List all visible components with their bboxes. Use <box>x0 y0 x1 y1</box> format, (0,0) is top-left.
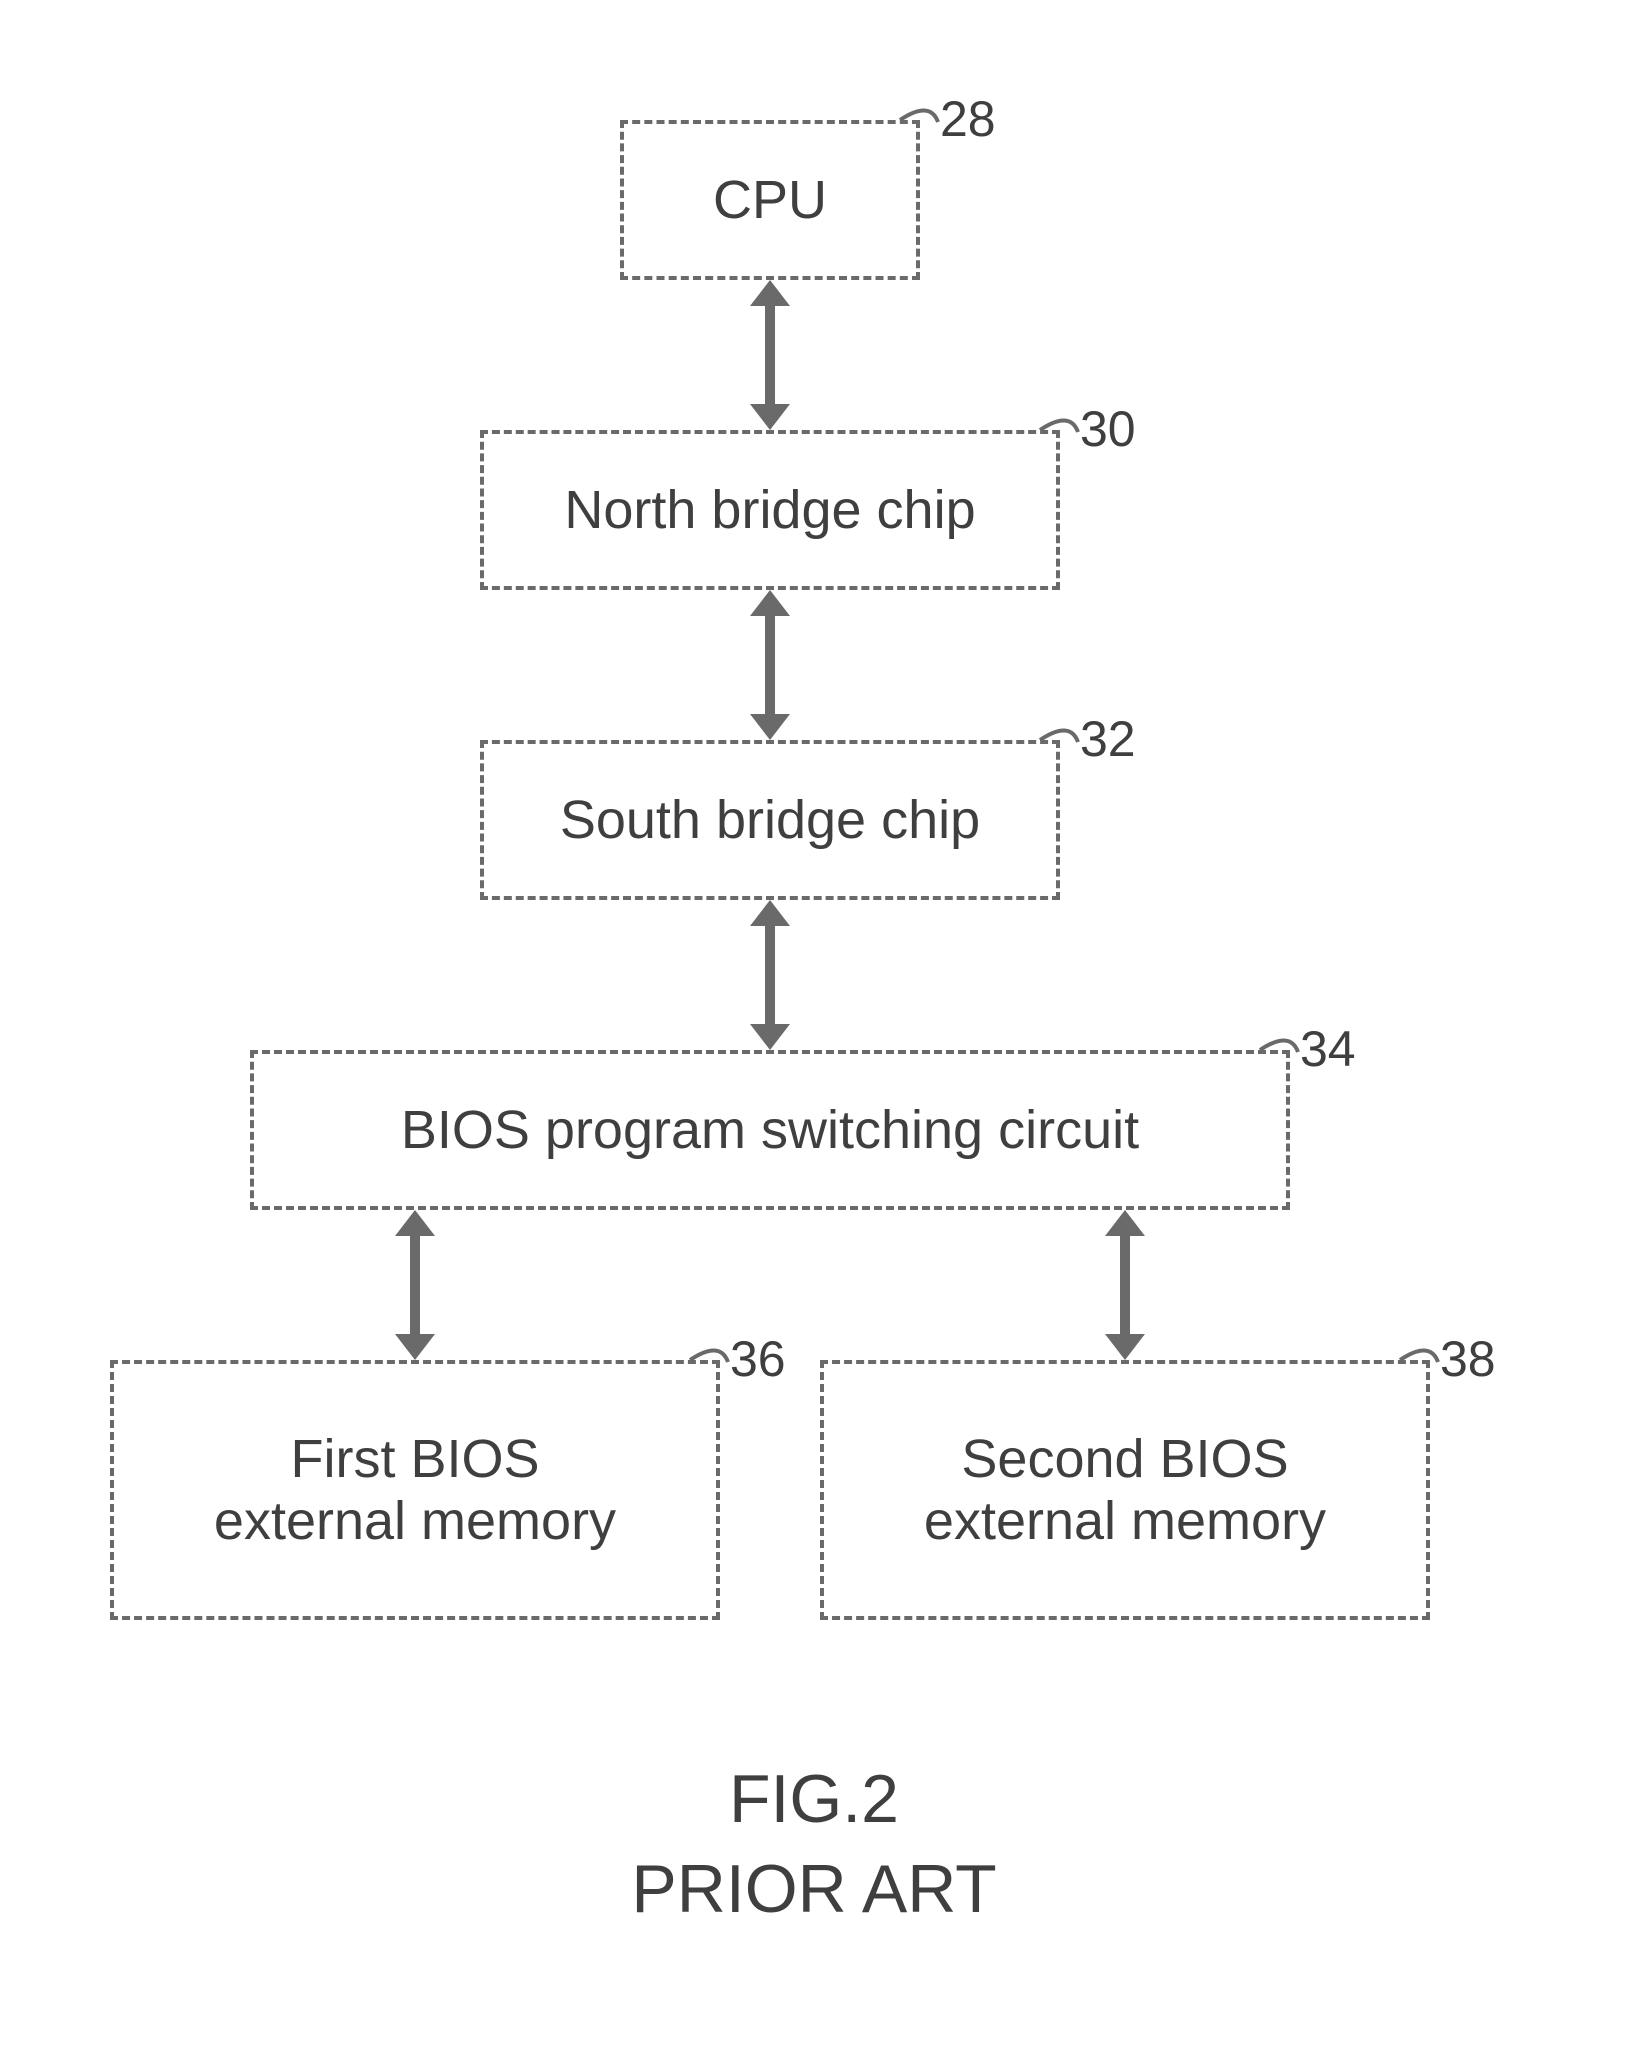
ref-label-south: 32 <box>1080 710 1136 768</box>
ref-label-bios2: 38 <box>1440 1330 1496 1388</box>
diagram-canvas: CPU North bridge chip South bridge chip … <box>0 0 1628 2046</box>
node-label: BIOS program switching circuit <box>401 1099 1139 1161</box>
connector-overlay <box>0 0 1628 2046</box>
node-bios-switch-circuit: BIOS program switching circuit <box>250 1050 1290 1210</box>
node-label: Second BIOSexternal memory <box>924 1428 1326 1552</box>
node-first-bios-memory: First BIOSexternal memory <box>110 1360 720 1620</box>
ref-label-cpu: 28 <box>940 90 996 148</box>
node-north-bridge: North bridge chip <box>480 430 1060 590</box>
figure-caption-line2: PRIOR ART <box>0 1850 1628 1928</box>
ref-label-north: 30 <box>1080 400 1136 458</box>
node-label: First BIOSexternal memory <box>214 1428 616 1552</box>
node-label: South bridge chip <box>560 789 980 851</box>
node-label: North bridge chip <box>564 479 975 541</box>
figure-caption-line1: FIG.2 <box>0 1760 1628 1838</box>
ref-label-switch: 34 <box>1300 1020 1356 1078</box>
node-second-bios-memory: Second BIOSexternal memory <box>820 1360 1430 1620</box>
node-label: CPU <box>713 169 827 231</box>
node-cpu: CPU <box>620 120 920 280</box>
ref-label-bios1: 36 <box>730 1330 786 1388</box>
node-south-bridge: South bridge chip <box>480 740 1060 900</box>
